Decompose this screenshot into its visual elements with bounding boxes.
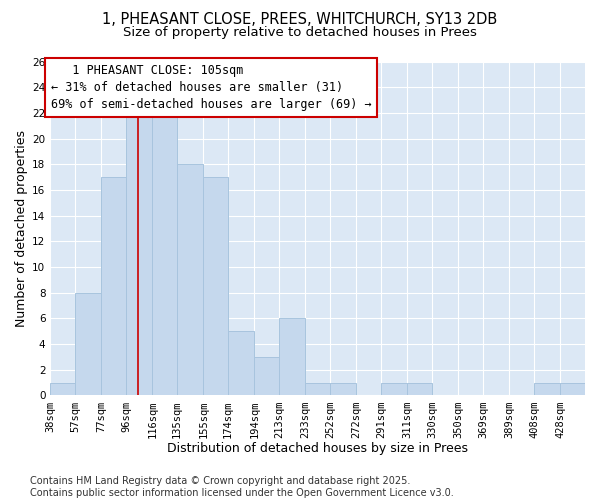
Bar bbox=[381, 382, 407, 396]
Bar bbox=[177, 164, 203, 396]
Bar bbox=[560, 382, 585, 396]
Bar bbox=[152, 113, 177, 396]
Bar bbox=[407, 382, 432, 396]
Bar bbox=[126, 113, 152, 396]
Text: Contains HM Land Registry data © Crown copyright and database right 2025.
Contai: Contains HM Land Registry data © Crown c… bbox=[30, 476, 454, 498]
Bar bbox=[203, 177, 228, 396]
Bar bbox=[101, 177, 126, 396]
Bar bbox=[75, 292, 101, 396]
Bar bbox=[305, 382, 330, 396]
Bar bbox=[279, 318, 305, 396]
X-axis label: Distribution of detached houses by size in Prees: Distribution of detached houses by size … bbox=[167, 442, 468, 455]
Bar bbox=[228, 331, 254, 396]
Bar bbox=[50, 382, 75, 396]
Y-axis label: Number of detached properties: Number of detached properties bbox=[15, 130, 28, 327]
Bar bbox=[534, 382, 560, 396]
Text: 1 PHEASANT CLOSE: 105sqm
← 31% of detached houses are smaller (31)
69% of semi-d: 1 PHEASANT CLOSE: 105sqm ← 31% of detach… bbox=[51, 64, 371, 111]
Bar bbox=[254, 357, 279, 396]
Text: Size of property relative to detached houses in Prees: Size of property relative to detached ho… bbox=[123, 26, 477, 39]
Text: 1, PHEASANT CLOSE, PREES, WHITCHURCH, SY13 2DB: 1, PHEASANT CLOSE, PREES, WHITCHURCH, SY… bbox=[103, 12, 497, 28]
Bar bbox=[330, 382, 356, 396]
